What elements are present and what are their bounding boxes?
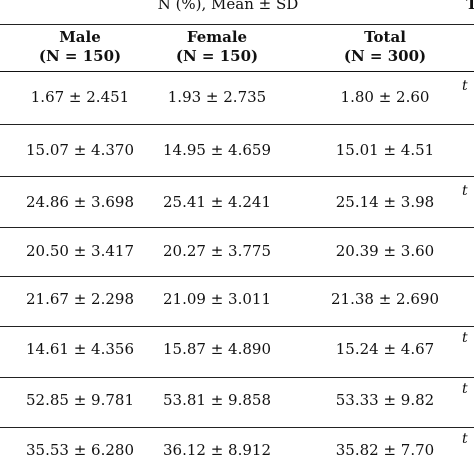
column-header-female: Female (N = 150) bbox=[142, 28, 292, 66]
cell-female: 15.87 ± 4.890 bbox=[163, 340, 271, 358]
cell-female: 21.09 ± 3.011 bbox=[163, 290, 271, 308]
cell-total: 20.39 ± 3.60 bbox=[335, 242, 435, 260]
super-header-edge-glyph: T bbox=[466, 0, 474, 13]
cell-edge-fragment: t bbox=[462, 78, 468, 94]
cell-male: 24.86 ± 3.698 bbox=[26, 193, 134, 211]
table-row: 35.53 ± 6.280 36.12 ± 8.912 35.82 ± 7.70… bbox=[0, 425, 474, 474]
cell-total: 35.82 ± 7.70 bbox=[335, 441, 435, 459]
header-bottom-rule bbox=[0, 71, 474, 72]
column-header-label: Female bbox=[186, 28, 248, 46]
cell-total: 1.80 ± 2.60 bbox=[340, 88, 430, 106]
row-divider bbox=[0, 227, 474, 228]
cell-male: 35.53 ± 6.280 bbox=[26, 441, 134, 459]
cell-total: 25.14 ± 3.98 bbox=[335, 193, 435, 211]
column-header-count: (N = 150) bbox=[38, 47, 122, 65]
row-divider bbox=[0, 427, 474, 428]
column-header-count: (N = 300) bbox=[343, 47, 427, 65]
cell-male: 20.50 ± 3.417 bbox=[26, 242, 134, 260]
cell-edge-fragment: t bbox=[462, 183, 468, 199]
cell-edge-fragment: t bbox=[462, 381, 468, 397]
table-row: 14.61 ± 4.356 15.87 ± 4.890 15.24 ± 4.67… bbox=[0, 324, 474, 375]
table-row: 21.67 ± 2.298 21.09 ± 3.011 21.38 ± 2.69… bbox=[0, 274, 474, 325]
row-divider bbox=[0, 276, 474, 277]
column-header-label: Male bbox=[59, 28, 101, 46]
cell-female: 36.12 ± 8.912 bbox=[163, 441, 271, 459]
cell-male: 21.67 ± 2.298 bbox=[26, 290, 134, 308]
cell-total: 21.38 ± 2.690 bbox=[331, 290, 439, 308]
cell-total: 53.33 ± 9.82 bbox=[335, 391, 435, 409]
header-top-rule bbox=[0, 24, 474, 25]
super-header-title: N (%), Mean ± SD bbox=[157, 0, 299, 13]
row-divider bbox=[0, 377, 474, 378]
table-row: 24.86 ± 3.698 25.41 ± 4.241 25.14 ± 3.98… bbox=[0, 177, 474, 228]
cell-total: 15.01 ± 4.51 bbox=[335, 141, 435, 159]
cell-total: 15.24 ± 4.67 bbox=[335, 340, 435, 358]
cell-female: 1.93 ± 2.735 bbox=[167, 88, 267, 106]
row-divider bbox=[0, 124, 474, 125]
cell-male: 15.07 ± 4.370 bbox=[26, 141, 134, 159]
table-row: 52.85 ± 9.781 53.81 ± 9.858 53.33 ± 9.82… bbox=[0, 375, 474, 426]
cell-female: 20.27 ± 3.775 bbox=[163, 242, 271, 260]
table-row: 1.67 ± 2.451 1.93 ± 2.735 1.80 ± 2.60 t bbox=[0, 72, 474, 123]
row-divider bbox=[0, 326, 474, 327]
column-header-total: Total (N = 300) bbox=[310, 28, 460, 66]
table-row: 15.07 ± 4.370 14.95 ± 4.659 15.01 ± 4.51 bbox=[0, 125, 474, 176]
cell-female: 25.41 ± 4.241 bbox=[163, 193, 271, 211]
cell-male: 14.61 ± 4.356 bbox=[26, 340, 134, 358]
cell-male: 52.85 ± 9.781 bbox=[26, 391, 134, 409]
column-header-count: (N = 150) bbox=[175, 47, 259, 65]
cell-edge-fragment: t bbox=[462, 330, 468, 346]
column-header-male: Male (N = 150) bbox=[5, 28, 155, 66]
cell-edge-fragment: t bbox=[462, 431, 468, 447]
table-row: 20.50 ± 3.417 20.27 ± 3.775 20.39 ± 3.60 bbox=[0, 226, 474, 277]
cell-female: 53.81 ± 9.858 bbox=[163, 391, 271, 409]
cell-female: 14.95 ± 4.659 bbox=[163, 141, 271, 159]
cell-male: 1.67 ± 2.451 bbox=[30, 88, 130, 106]
column-header-label: Total bbox=[364, 28, 406, 46]
super-header: N (%), Mean ± SD T bbox=[0, 0, 474, 18]
row-divider bbox=[0, 176, 474, 177]
